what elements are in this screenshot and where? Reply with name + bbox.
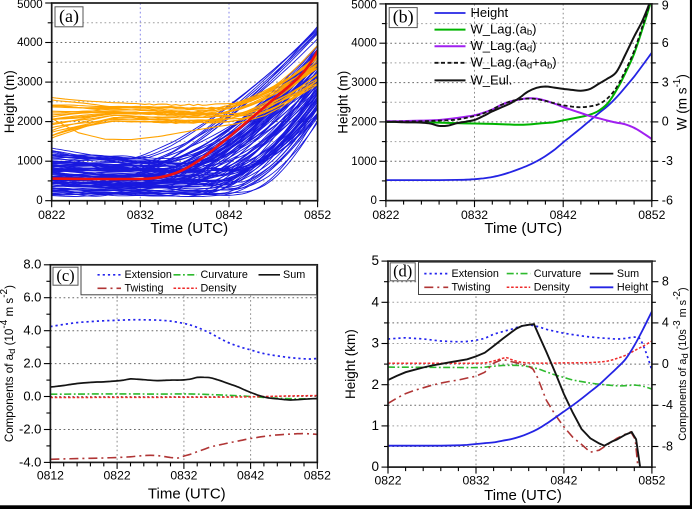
svg-text:8.0: 8.0 [23, 257, 41, 272]
svg-text:4: 4 [662, 316, 669, 330]
svg-text:Extension: Extension [452, 268, 499, 280]
svg-text:0822: 0822 [38, 208, 65, 222]
svg-text:Sum: Sum [283, 269, 305, 281]
svg-text:0: 0 [370, 195, 376, 207]
svg-text:0852: 0852 [304, 208, 331, 222]
svg-text:Time (UTC): Time (UTC) [484, 220, 562, 237]
svg-text:W_Lag.(ad+ab): W_Lag.(ad+ab) [471, 55, 557, 72]
svg-text:(c): (c) [56, 266, 74, 285]
svg-text:W_Lag.(ab): W_Lag.(ab) [471, 22, 537, 39]
svg-text:6: 6 [662, 36, 669, 50]
svg-text:-4.0: -4.0 [19, 454, 41, 469]
svg-text:Extension: Extension [125, 269, 172, 281]
svg-text:0842: 0842 [237, 469, 264, 483]
svg-text:3: 3 [371, 336, 379, 351]
svg-text:Components of ad (10-4 m s-2): Components of ad (10-4 m s-2) [0, 285, 18, 442]
svg-text:-2.0: -2.0 [19, 421, 41, 436]
svg-text:Time (UTC): Time (UTC) [150, 220, 228, 237]
svg-text:0832: 0832 [170, 469, 197, 483]
svg-text:0: 0 [662, 115, 669, 129]
svg-text:-6: -6 [662, 193, 673, 207]
svg-text:(a): (a) [59, 6, 79, 27]
svg-text:Height: Height [471, 5, 509, 20]
svg-text:5: 5 [371, 253, 379, 268]
svg-text:Height (m): Height (m) [2, 70, 17, 133]
svg-text:0842: 0842 [215, 208, 242, 222]
svg-text:Height (m): Height (m) [335, 71, 350, 134]
svg-text:0832: 0832 [127, 208, 154, 222]
svg-text:2.0: 2.0 [23, 356, 41, 371]
svg-text:0.0: 0.0 [23, 388, 41, 403]
svg-text:4000: 4000 [351, 38, 377, 50]
svg-text:1: 1 [371, 418, 379, 433]
svg-text:W_Eul.: W_Eul. [471, 72, 513, 87]
svg-text:-8: -8 [662, 439, 673, 453]
svg-text:4000: 4000 [17, 37, 43, 49]
svg-text:0842: 0842 [550, 208, 577, 222]
svg-text:Time (UTC): Time (UTC) [148, 485, 226, 502]
svg-text:Curvature: Curvature [201, 269, 248, 281]
svg-text:Twisting: Twisting [452, 282, 491, 294]
svg-text:3000: 3000 [17, 77, 43, 89]
svg-text:0: 0 [371, 459, 379, 474]
svg-text:9: 9 [662, 0, 669, 12]
svg-text:1000: 1000 [17, 156, 43, 168]
svg-text:0852: 0852 [638, 473, 665, 487]
svg-text:0842: 0842 [550, 473, 577, 487]
svg-text:Time (UTC): Time (UTC) [484, 487, 562, 504]
svg-text:8: 8 [662, 274, 669, 288]
svg-text:Twisting: Twisting [125, 283, 164, 295]
svg-text:0822: 0822 [104, 469, 131, 483]
svg-text:W_Lag.(ad): W_Lag.(ad) [471, 38, 537, 55]
svg-text:2000: 2000 [17, 116, 43, 128]
svg-text:0: 0 [36, 195, 42, 207]
svg-text:(d): (d) [393, 262, 412, 281]
svg-text:Height: Height [617, 282, 648, 294]
svg-text:3: 3 [662, 75, 669, 89]
svg-text:-3: -3 [662, 154, 673, 168]
svg-text:0852: 0852 [638, 208, 665, 222]
svg-text:3000: 3000 [351, 77, 377, 89]
svg-text:2000: 2000 [351, 116, 377, 128]
svg-text:Density: Density [534, 282, 571, 294]
svg-text:1000: 1000 [351, 156, 377, 168]
svg-text:0812: 0812 [37, 469, 64, 483]
svg-text:0822: 0822 [374, 473, 401, 487]
svg-text:0852: 0852 [304, 469, 331, 483]
svg-text:5000: 5000 [351, 0, 377, 12]
svg-text:5000: 5000 [17, 0, 43, 11]
svg-text:0: 0 [662, 357, 669, 371]
svg-text:0832: 0832 [461, 208, 488, 222]
svg-text:W (m s-1): W (m s-1) [672, 74, 689, 130]
svg-text:0832: 0832 [462, 473, 489, 487]
svg-text:4.0: 4.0 [23, 323, 41, 338]
svg-text:4: 4 [371, 294, 379, 309]
svg-text:2: 2 [371, 377, 379, 392]
svg-text:Density: Density [201, 283, 238, 295]
svg-text:-4: -4 [662, 398, 673, 412]
svg-text:6.0: 6.0 [23, 290, 41, 305]
svg-text:(b): (b) [393, 7, 414, 28]
svg-text:0822: 0822 [372, 208, 399, 222]
svg-text:Height (km): Height (km) [343, 329, 358, 399]
svg-text:Curvature: Curvature [534, 268, 581, 280]
svg-text:Sum: Sum [617, 268, 639, 280]
